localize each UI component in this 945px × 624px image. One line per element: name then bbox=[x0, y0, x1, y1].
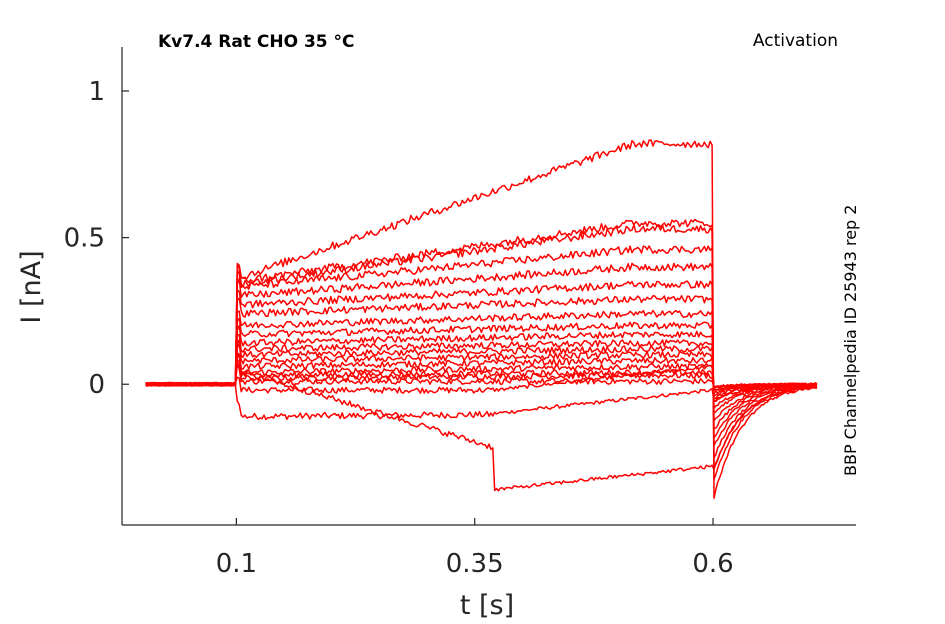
x-tick-label: 0.35 bbox=[446, 549, 504, 579]
side-label: BBP Channelpedia ID 25943 rep 2 bbox=[841, 205, 860, 476]
y-ticks: 00.51 bbox=[64, 77, 129, 400]
x-tick-label: 0.1 bbox=[216, 549, 257, 579]
series-line-16 bbox=[145, 262, 818, 447]
series-line-2 bbox=[145, 364, 818, 394]
series-line-20 bbox=[145, 139, 818, 500]
series-line-19 bbox=[145, 218, 818, 481]
series-line-11 bbox=[145, 324, 818, 409]
series-line-18 bbox=[145, 224, 818, 469]
series-line-13 bbox=[145, 309, 818, 422]
y-tick-label: 1 bbox=[88, 77, 105, 107]
y-tick-label: 0.5 bbox=[64, 224, 105, 254]
series-line-5 bbox=[145, 359, 818, 391]
series-line-9 bbox=[145, 339, 818, 400]
series-line-7 bbox=[145, 352, 817, 395]
x-axis-label: t [s] bbox=[460, 590, 514, 621]
series-line-12 bbox=[145, 317, 818, 414]
corner-label: Activation bbox=[753, 31, 838, 51]
series-line-3 bbox=[145, 363, 818, 389]
series-line-10 bbox=[145, 333, 818, 403]
y-axis-label: I [nA] bbox=[16, 250, 47, 323]
series-line-8 bbox=[145, 342, 817, 397]
series-line-14 bbox=[145, 295, 818, 430]
series-line-17 bbox=[145, 245, 818, 459]
x-ticks: 0.1 0.35 0.6 bbox=[216, 518, 734, 579]
x-tick-label: 0.6 bbox=[692, 549, 733, 579]
axes: 0.1 0.35 0.6 00.51 bbox=[64, 47, 856, 579]
series-line-6 bbox=[145, 354, 818, 391]
series-line-21 bbox=[145, 354, 817, 492]
current-traces bbox=[145, 139, 818, 500]
series-line-15 bbox=[145, 280, 818, 439]
series-line-4 bbox=[145, 362, 818, 389]
y-tick-label: 0 bbox=[88, 370, 105, 400]
chart-title: Kv7.4 Rat CHO 35 °C bbox=[158, 32, 355, 52]
series-line-1 bbox=[145, 381, 817, 421]
